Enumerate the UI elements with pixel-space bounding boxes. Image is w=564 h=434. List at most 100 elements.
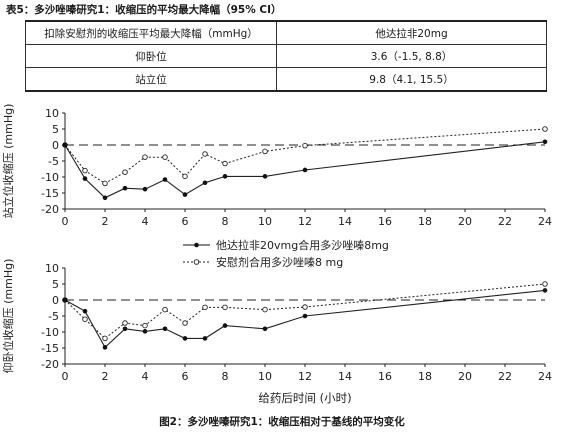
x-tick-label: 8: [222, 215, 229, 228]
x-tick-label: 12: [298, 215, 312, 228]
data-point-tadalafil: [62, 142, 68, 148]
x-tick-label: 24: [538, 215, 552, 228]
y-axis-label: 站立位收缩压 (mmHg): [1, 104, 15, 219]
table-cell: 3.6（-1.5, 8.8）: [276, 44, 547, 68]
data-point-placebo: [82, 316, 88, 322]
x-tick-label: 8: [222, 370, 229, 383]
x-tick-label: 20: [458, 215, 472, 228]
table-header-row: 扣除安慰剂的收缩压平均最大降幅（mmHg） 他达拉非20mg: [25, 20, 547, 45]
table-title: 表5：多沙唑嗪研究1：收缩压的平均最大降幅（95% CI）: [6, 4, 282, 16]
legend-marker-placebo: [193, 259, 200, 265]
y-tick-label: -10: [41, 171, 59, 184]
data-point-tadalafil: [302, 313, 308, 319]
y-tick-label: -20: [41, 358, 59, 371]
data-point-placebo: [262, 148, 268, 155]
data-point-placebo: [202, 151, 208, 157]
data-point-placebo: [182, 320, 188, 326]
y-axis-label: 仰卧位收缩压 (mmHg): [1, 259, 15, 374]
x-tick-label: 18: [418, 215, 432, 228]
table-cell: 仰卧位: [25, 44, 277, 68]
x-tick-label: 16: [378, 370, 392, 383]
y-tick-label: 5: [52, 278, 59, 291]
x-tick-label: 22: [498, 370, 512, 383]
data-point-tadalafil: [202, 336, 208, 341]
data-point-tadalafil: [222, 323, 228, 328]
data-point-placebo: [222, 304, 228, 311]
y-tick-label: 0: [52, 139, 59, 152]
y-tick-label: 10: [45, 262, 59, 275]
data-point-tadalafil: [82, 308, 88, 314]
x-tick-label: 14: [338, 215, 352, 228]
x-tick-label: 20: [458, 370, 472, 383]
data-point-tadalafil: [122, 185, 128, 191]
x-tick-label: 0: [62, 370, 69, 383]
x-tick-label: 6: [182, 215, 189, 228]
data-point-placebo: [102, 180, 108, 187]
data-point-placebo: [542, 281, 548, 287]
x-tick-label: 14: [338, 370, 352, 383]
data-point-tadalafil: [302, 167, 308, 173]
data-point-tadalafil: [262, 174, 268, 179]
y-tick-label: 5: [52, 123, 59, 136]
data-point-placebo: [162, 306, 168, 313]
x-tick-label: 18: [418, 370, 432, 383]
y-tick-label: -5: [48, 155, 59, 168]
data-point-tadalafil: [142, 329, 148, 334]
data-point-tadalafil: [262, 326, 268, 332]
data-point-placebo: [262, 306, 268, 313]
x-tick-label: 24: [538, 370, 552, 383]
table-header-cell: 他达拉非20mg: [276, 20, 547, 45]
data-point-tadalafil: [162, 177, 168, 182]
table-cell: 站立位: [25, 67, 277, 92]
y-tick-label: -20: [41, 203, 59, 216]
data-point-tadalafil: [82, 176, 88, 181]
data-point-tadalafil: [202, 180, 208, 186]
series-line-placebo: [64, 128, 546, 184]
data-point-placebo: [302, 304, 308, 310]
data-point-tadalafil: [162, 326, 168, 332]
x-tick-label: 6: [182, 370, 189, 383]
figure-caption: 图2：多沙唑嗪研究1：收缩压相对于基线的平均变化: [159, 416, 405, 428]
y-tick-label: -10: [41, 326, 59, 339]
y-tick-label: 10: [45, 107, 59, 120]
table-cell: 9.8（4.1, 15.5）: [276, 67, 547, 92]
table-row: 站立位 9.8（4.1, 15.5）: [25, 67, 547, 92]
x-axis-label: 给药后时间 (小时): [258, 391, 351, 405]
series-line-tadalafil: [64, 141, 546, 199]
data-point-tadalafil: [182, 192, 188, 197]
data-point-placebo: [122, 320, 128, 326]
data-point-placebo: [142, 154, 148, 160]
data-point-placebo: [202, 304, 208, 311]
data-point-tadalafil: [222, 174, 228, 179]
x-tick-label: 16: [378, 215, 392, 228]
legend-label-placebo: 安慰剂合用多沙唑嗪8 mg: [216, 255, 343, 269]
x-tick-label: 2: [102, 370, 109, 383]
legend-label-tadalafil: 他达拉非20vmg合用多沙唑嗪8mg: [216, 238, 389, 252]
data-point-placebo: [182, 173, 188, 180]
data-point-placebo: [542, 126, 548, 132]
table-row: 仰卧位 3.6（-1.5, 8.8）: [25, 44, 547, 68]
data-point-tadalafil: [102, 195, 108, 201]
data-point-placebo: [162, 154, 168, 160]
data-point-tadalafil: [142, 186, 148, 192]
results-table: 扣除安慰剂的收缩压平均最大降幅（mmHg） 他达拉非20mg 仰卧位 3.6（-…: [25, 20, 547, 92]
data-point-placebo: [102, 335, 108, 342]
series-line-tadalafil: [64, 289, 546, 349]
data-point-placebo: [222, 160, 228, 167]
data-point-tadalafil: [62, 297, 68, 303]
x-tick-label: 10: [258, 215, 272, 228]
data-point-tadalafil: [542, 288, 548, 293]
table-header-cell: 扣除安慰剂的收缩压平均最大降幅（mmHg）: [25, 20, 277, 45]
y-tick-label: -15: [41, 187, 59, 200]
data-point-placebo: [142, 322, 148, 329]
data-point-tadalafil: [542, 139, 548, 145]
y-tick-label: -15: [41, 342, 59, 355]
y-tick-label: 0: [52, 294, 59, 307]
x-tick-label: 22: [498, 215, 512, 228]
data-point-tadalafil: [182, 336, 188, 341]
data-point-placebo: [302, 142, 308, 149]
data-point-tadalafil: [122, 326, 128, 332]
data-point-placebo: [122, 169, 128, 175]
x-tick-label: 4: [142, 370, 149, 383]
